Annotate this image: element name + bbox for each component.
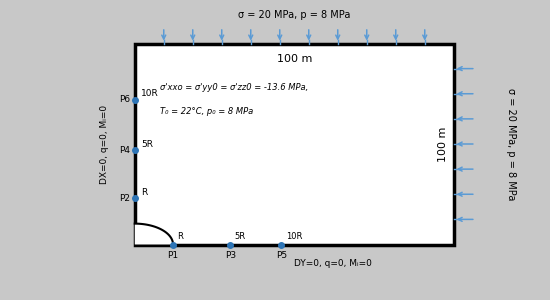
- Text: P4: P4: [119, 146, 130, 154]
- Text: P3: P3: [225, 250, 236, 260]
- Text: 10R: 10R: [286, 232, 302, 241]
- Text: σ = 20 MPa, p = 8 MPa: σ = 20 MPa, p = 8 MPa: [507, 88, 516, 200]
- Polygon shape: [135, 44, 454, 244]
- Text: 100 m: 100 m: [277, 54, 312, 64]
- Text: σ'xxo = σ'yy0 = σ'zz0 = -13.6 MPa,: σ'xxo = σ'yy0 = σ'zz0 = -13.6 MPa,: [160, 82, 308, 91]
- Text: P6: P6: [119, 95, 130, 104]
- Text: T₀ = 22°C, p₀ = 8 MPa: T₀ = 22°C, p₀ = 8 MPa: [160, 106, 253, 116]
- Text: 5R: 5R: [235, 232, 246, 241]
- Text: 5R: 5R: [141, 140, 153, 148]
- Text: DY=0, q=0, Mᵢ=0: DY=0, q=0, Mᵢ=0: [294, 260, 371, 268]
- Text: P2: P2: [119, 194, 130, 203]
- Text: DX=0, q=0, Mᵢ=0: DX=0, q=0, Mᵢ=0: [100, 104, 109, 184]
- Text: R: R: [178, 232, 183, 241]
- Text: R: R: [141, 188, 147, 197]
- Text: P1: P1: [167, 250, 179, 260]
- Text: 10R: 10R: [141, 89, 159, 98]
- Text: 100 m: 100 m: [438, 126, 448, 162]
- Text: P5: P5: [276, 250, 287, 260]
- Polygon shape: [135, 224, 173, 244]
- Text: σ = 20 MPa, p = 8 MPa: σ = 20 MPa, p = 8 MPa: [238, 10, 350, 20]
